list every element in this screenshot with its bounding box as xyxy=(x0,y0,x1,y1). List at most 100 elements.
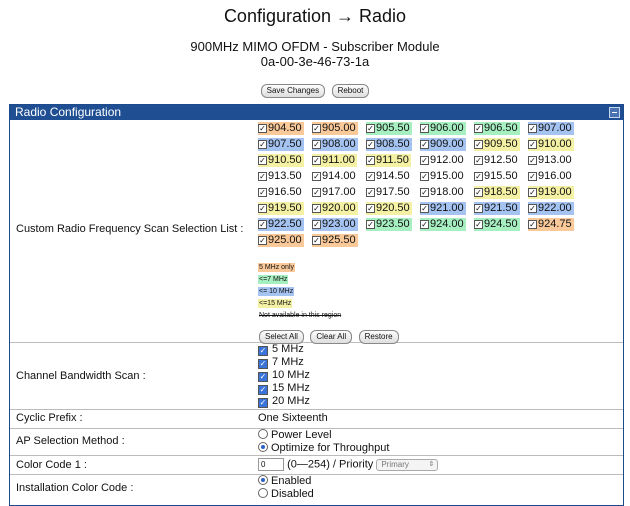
frequency-option[interactable]: ✓ 917.50 xyxy=(366,186,410,198)
frequency-option[interactable]: ✓ 923.50 xyxy=(366,218,412,231)
frequency-option[interactable]: ✓ 920.50 xyxy=(366,202,412,215)
scan-list-label: Custom Radio Frequency Scan Selection Li… xyxy=(16,223,244,235)
ap-option-throughput[interactable]: Optimize for Throughput xyxy=(258,442,389,455)
radio-icon xyxy=(258,429,268,439)
cyclic-prefix-label: Cyclic Prefix : xyxy=(16,412,83,424)
checkbox-icon: ✓ xyxy=(366,156,375,165)
cyclic-prefix-row: Cyclic Prefix : One Sixteenth xyxy=(10,410,623,429)
frequency-option[interactable]: ✓ 911.50 xyxy=(366,154,411,167)
checkbox-icon: ✓ xyxy=(258,236,267,245)
frequency-option[interactable]: ✓ 922.50 xyxy=(258,218,304,231)
ap-selection-label: AP Selection Method : xyxy=(16,435,125,447)
frequency-option[interactable]: ✓ 909.50 xyxy=(474,138,520,151)
frequency-option[interactable]: ✓ 906.00 xyxy=(420,122,466,135)
checkbox-icon: ✓ xyxy=(312,204,321,213)
frequency-option[interactable]: ✓ 916.00 xyxy=(528,170,572,182)
frequency-option[interactable]: ✓ 922.00 xyxy=(528,202,574,215)
checkbox-icon: ✓ xyxy=(474,188,483,197)
legend-item: <= 10 MHz xyxy=(258,287,295,296)
panel-header: Radio Configuration xyxy=(10,105,623,120)
frequency-option[interactable]: ✓ 921.50 xyxy=(474,202,520,215)
frequency-option[interactable]: ✓ 919.00 xyxy=(528,186,574,199)
frequency-option[interactable]: ✓ 925.50 xyxy=(312,234,358,247)
frequency-option[interactable]: ✓ 925.00 xyxy=(258,234,304,247)
checkbox-icon: ✓ xyxy=(528,220,537,229)
frequency-option[interactable]: ✓ 915.50 xyxy=(474,170,518,182)
frequency-option[interactable]: ✓ 905.00 xyxy=(312,122,358,135)
install-color-disabled[interactable]: Disabled xyxy=(258,488,314,501)
install-color-enabled[interactable]: Enabled xyxy=(258,475,311,488)
clear-all-button[interactable]: Clear All xyxy=(310,330,353,344)
frequency-option[interactable]: ✓ 915.00 xyxy=(420,170,464,182)
radio-configuration-panel: Radio Configuration Custom Radio Frequen… xyxy=(9,104,624,506)
color-code-input[interactable]: 0 xyxy=(258,458,284,471)
frequency-option[interactable]: ✓ 910.00 xyxy=(528,138,574,151)
frequency-option[interactable]: ✓ 912.00 xyxy=(420,154,464,166)
checkbox-icon: ✓ xyxy=(420,188,429,197)
checkbox-icon: ✓ xyxy=(258,140,267,149)
frequency-option[interactable]: ✓ 923.00 xyxy=(312,218,358,231)
checkbox-icon: ✓ xyxy=(528,204,537,213)
checkbox-icon: ✓ xyxy=(420,140,429,149)
ap-option-power-level[interactable]: Power Level xyxy=(258,429,332,442)
checkbox-icon: ✓ xyxy=(528,188,537,197)
frequency-option[interactable]: ✓ 920.00 xyxy=(312,202,358,215)
checkbox-icon: ✓ xyxy=(528,156,537,165)
checkbox-icon: ✓ xyxy=(258,359,268,369)
save-changes-button[interactable]: Save Changes xyxy=(260,84,326,98)
frequency-option[interactable]: ✓ 912.50 xyxy=(474,154,518,166)
frequency-option[interactable]: ✓ 918.50 xyxy=(474,186,520,199)
frequency-option[interactable]: ✓ 911.00 xyxy=(312,154,357,167)
ap-selection-row: AP Selection Method : Power Level Optimi… xyxy=(10,429,623,456)
reboot-button[interactable]: Reboot xyxy=(331,84,370,98)
restore-button[interactable]: Restore xyxy=(358,330,399,344)
frequency-option[interactable]: ✓ 916.50 xyxy=(258,186,302,198)
frequency-option[interactable]: ✓ 904.50 xyxy=(258,122,304,135)
frequency-option[interactable]: ✓ 924.50 xyxy=(474,218,520,231)
checkbox-icon: ✓ xyxy=(258,204,267,213)
panel-title: Radio Configuration xyxy=(15,105,122,119)
frequency-option[interactable]: ✓ 917.00 xyxy=(312,186,356,198)
frequency-option[interactable]: ✓ 919.50 xyxy=(258,202,304,215)
install-color-row: Installation Color Code : Enabled Disabl… xyxy=(10,475,623,505)
priority-select[interactable]: Primary xyxy=(376,458,439,471)
checkbox-icon: ✓ xyxy=(474,156,483,165)
frequency-option[interactable]: ✓ 918.00 xyxy=(420,186,464,198)
radio-icon xyxy=(258,488,268,498)
frequency-option[interactable]: ✓ 914.50 xyxy=(366,170,410,182)
select-all-button[interactable]: Select All xyxy=(259,330,304,344)
frequency-option[interactable]: ✓ 921.00 xyxy=(420,202,466,215)
frequency-option[interactable]: ✓ 909.00 xyxy=(420,138,466,151)
bandwidth-option[interactable]: ✓ 5 MHz xyxy=(258,343,304,356)
bandwidth-label: Channel Bandwidth Scan : xyxy=(16,370,146,382)
frequency-option[interactable]: ✓ 914.00 xyxy=(312,170,356,182)
checkbox-icon: ✓ xyxy=(474,220,483,229)
frequency-option[interactable]: ✓ 908.50 xyxy=(366,138,412,151)
frequency-option[interactable]: ✓ 906.50 xyxy=(474,122,520,135)
checkbox-icon: ✓ xyxy=(258,156,267,165)
legend-item: <=15 MHz xyxy=(258,299,293,308)
bandwidth-option[interactable]: ✓ 20 MHz xyxy=(258,395,310,408)
color-code-label: Color Code 1 : xyxy=(16,459,87,471)
frequency-option[interactable]: ✓ 913.00 xyxy=(528,154,572,166)
cyclic-prefix-value: One Sixteenth xyxy=(258,412,328,424)
legend-item: <=7 MHz xyxy=(258,275,289,284)
checkbox-icon: ✓ xyxy=(312,236,321,245)
install-color-label: Installation Color Code : xyxy=(16,482,134,494)
checkbox-icon: ✓ xyxy=(420,172,429,181)
frequency-option[interactable]: ✓ 908.00 xyxy=(312,138,358,151)
checkbox-icon: ✓ xyxy=(420,204,429,213)
bandwidth-option[interactable]: ✓ 15 MHz xyxy=(258,382,310,395)
bandwidth-option[interactable]: ✓ 7 MHz xyxy=(258,356,304,369)
bandwidth-option[interactable]: ✓ 10 MHz xyxy=(258,369,310,382)
frequency-option[interactable]: ✓ 910.50 xyxy=(258,154,304,167)
radio-selected-icon xyxy=(258,475,268,485)
frequency-option[interactable]: ✓ 905.50 xyxy=(366,122,412,135)
frequency-option[interactable]: ✓ 924.75 xyxy=(528,218,574,231)
frequency-option[interactable]: ✓ 913.50 xyxy=(258,170,302,182)
frequency-option[interactable]: ✓ 924.00 xyxy=(420,218,466,231)
frequency-option[interactable]: ✓ 907.50 xyxy=(258,138,304,151)
checkbox-icon: ✓ xyxy=(366,140,375,149)
collapse-icon[interactable] xyxy=(609,107,620,118)
frequency-option[interactable]: ✓ 907.00 xyxy=(528,122,574,135)
